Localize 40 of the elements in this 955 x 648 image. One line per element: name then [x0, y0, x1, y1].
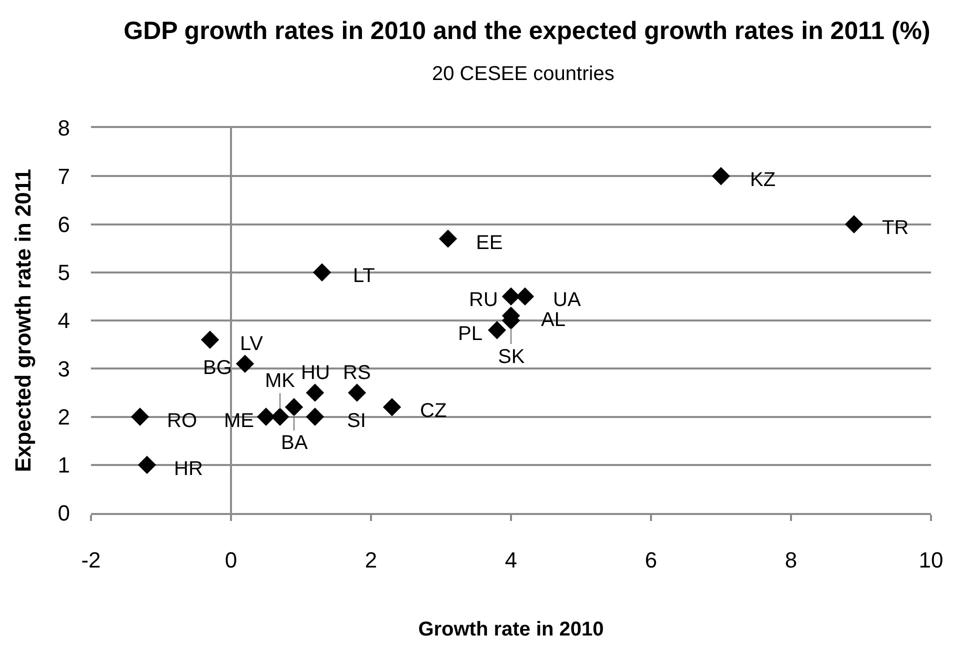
data-label: HU — [301, 362, 330, 384]
y-tick-label: 6 — [58, 212, 70, 237]
chart-title: GDP growth rates in 2010 and the expected growth rates in 2011 (%) — [124, 16, 930, 45]
x-tick-label: 10 — [918, 547, 944, 572]
data-label: CZ — [420, 400, 447, 422]
y-tick-label: 4 — [58, 308, 70, 334]
data-label: LT — [353, 265, 375, 287]
data-label: BA — [281, 432, 308, 454]
x-tick-label: -2 — [81, 547, 101, 572]
data-label: PL — [458, 323, 482, 345]
data-label: KZ — [750, 169, 776, 191]
data-label: RO — [167, 410, 197, 432]
x-tick-label: 2 — [364, 547, 378, 572]
data-label: RS — [343, 362, 371, 384]
y-tick-label: 1 — [58, 452, 70, 478]
data-label: MK — [265, 370, 296, 392]
y-tick-label: 8 — [58, 116, 70, 141]
y-tick-label: 7 — [58, 164, 70, 189]
y-tick-label: 2 — [58, 404, 70, 430]
data-label: TR — [882, 217, 909, 239]
y-tick-label: 0 — [58, 500, 70, 526]
data-label: BG — [203, 357, 232, 379]
data-label: EE — [476, 232, 503, 254]
data-label: RU — [469, 289, 498, 311]
data-label: AL — [541, 309, 566, 331]
data-label: LV — [240, 333, 264, 355]
x-tick-label: 6 — [644, 547, 658, 572]
data-label: SK — [498, 346, 526, 368]
y-tick-label: 5 — [58, 260, 70, 286]
y-tick-label: 3 — [58, 356, 70, 382]
x-tick-label: 4 — [504, 547, 518, 572]
data-label: UA — [553, 289, 582, 311]
y-axis-title: Expected growth rate in 2011 — [10, 168, 36, 472]
x-tick-label: 0 — [224, 547, 238, 572]
chart-subtitle: 20 CESEE countries — [432, 63, 614, 85]
data-label: HR — [174, 458, 203, 480]
x-axis-title: Growth rate in 2010 — [418, 618, 604, 640]
data-label: SI — [347, 410, 366, 432]
x-tick-label: 8 — [784, 547, 798, 572]
data-label: ME — [224, 410, 254, 432]
